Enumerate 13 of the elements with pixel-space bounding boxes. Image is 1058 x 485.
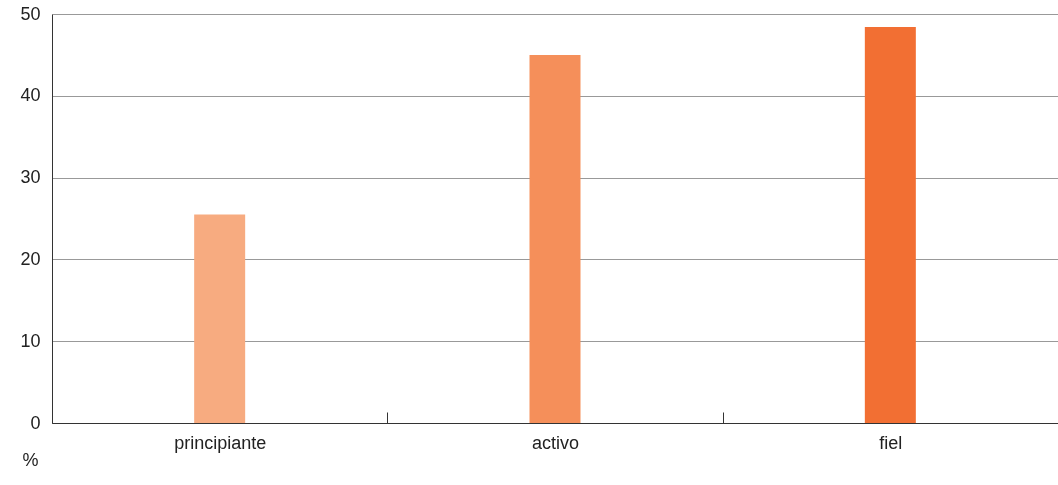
y-tick-label: 40 bbox=[20, 85, 41, 106]
y-tick-label: 30 bbox=[20, 167, 41, 188]
y-tick-label: 20 bbox=[20, 248, 41, 269]
bar bbox=[194, 214, 246, 423]
x-tick-label: activo bbox=[531, 432, 580, 453]
y-tick-label: 0 bbox=[30, 412, 41, 433]
y-tick-label: 50 bbox=[20, 3, 41, 24]
bar bbox=[529, 54, 581, 423]
bar bbox=[864, 27, 916, 423]
x-tick-label: principiante bbox=[174, 432, 267, 453]
y-axis-title: % bbox=[22, 449, 39, 470]
x-tick-label: fiel bbox=[879, 432, 903, 453]
y-tick-label: 10 bbox=[20, 330, 41, 351]
